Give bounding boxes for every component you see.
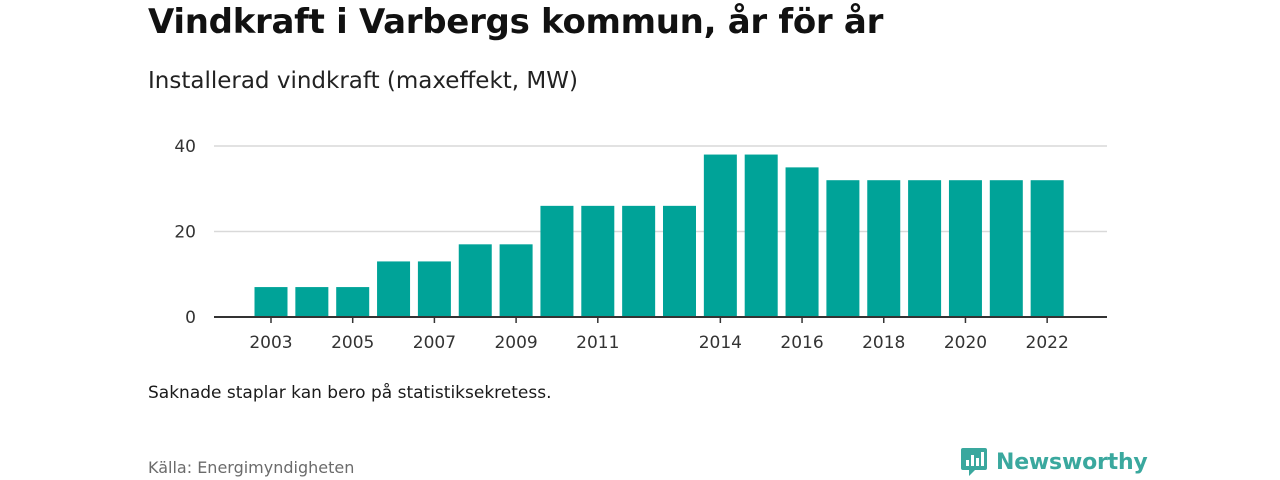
chart-title: Vindkraft i Varbergs kommun, år för år — [148, 2, 884, 42]
bar-2011 — [581, 205, 615, 317]
y-tick-label: 20 — [174, 223, 196, 243]
y-tick-label: 40 — [174, 137, 196, 157]
x-tick-label: 2005 — [331, 333, 374, 353]
x-tick-label: 2009 — [494, 333, 537, 353]
chart-note: Saknade staplar kan bero på statistiksek… — [148, 383, 552, 403]
newsworthy-brand: Newsworthy — [960, 446, 1148, 478]
bar-2008 — [458, 244, 492, 317]
bar-2005 — [336, 287, 370, 317]
bar-2007 — [417, 261, 451, 317]
x-tick-label: 2007 — [413, 333, 456, 353]
source-credit: Källa: Energimyndigheten — [148, 458, 355, 477]
bar-2012 — [622, 205, 656, 317]
bar-2003 — [254, 287, 288, 317]
bar-2014 — [703, 154, 737, 317]
bar-2022 — [1030, 180, 1064, 317]
bar-2009 — [499, 244, 533, 317]
chart-subtitle: Installerad vindkraft (maxeffekt, MW) — [148, 68, 578, 94]
x-tick-label: 2014 — [699, 333, 742, 353]
bar-2017 — [826, 180, 860, 317]
bar-2015 — [744, 154, 778, 317]
newsworthy-logo-icon — [961, 448, 987, 476]
bar-2018 — [867, 180, 901, 317]
y-tick-label: 0 — [185, 308, 196, 328]
bar-2021 — [989, 180, 1023, 317]
bar-2016 — [785, 167, 819, 317]
x-tick-label: 2018 — [862, 333, 905, 353]
bar-2010 — [540, 205, 574, 317]
bar-2004 — [295, 287, 329, 317]
x-tick-label: 2022 — [1026, 333, 1069, 353]
bar-2019 — [908, 180, 942, 317]
x-tick-label: 2011 — [576, 333, 619, 353]
bar-2006 — [377, 261, 411, 317]
bar-2013 — [663, 205, 696, 317]
x-tick-label: 2003 — [249, 333, 292, 353]
x-tick-label: 2020 — [944, 333, 987, 353]
bar-2020 — [948, 180, 982, 317]
x-tick-label: 2016 — [780, 333, 823, 353]
brand-name: Newsworthy — [996, 449, 1148, 475]
